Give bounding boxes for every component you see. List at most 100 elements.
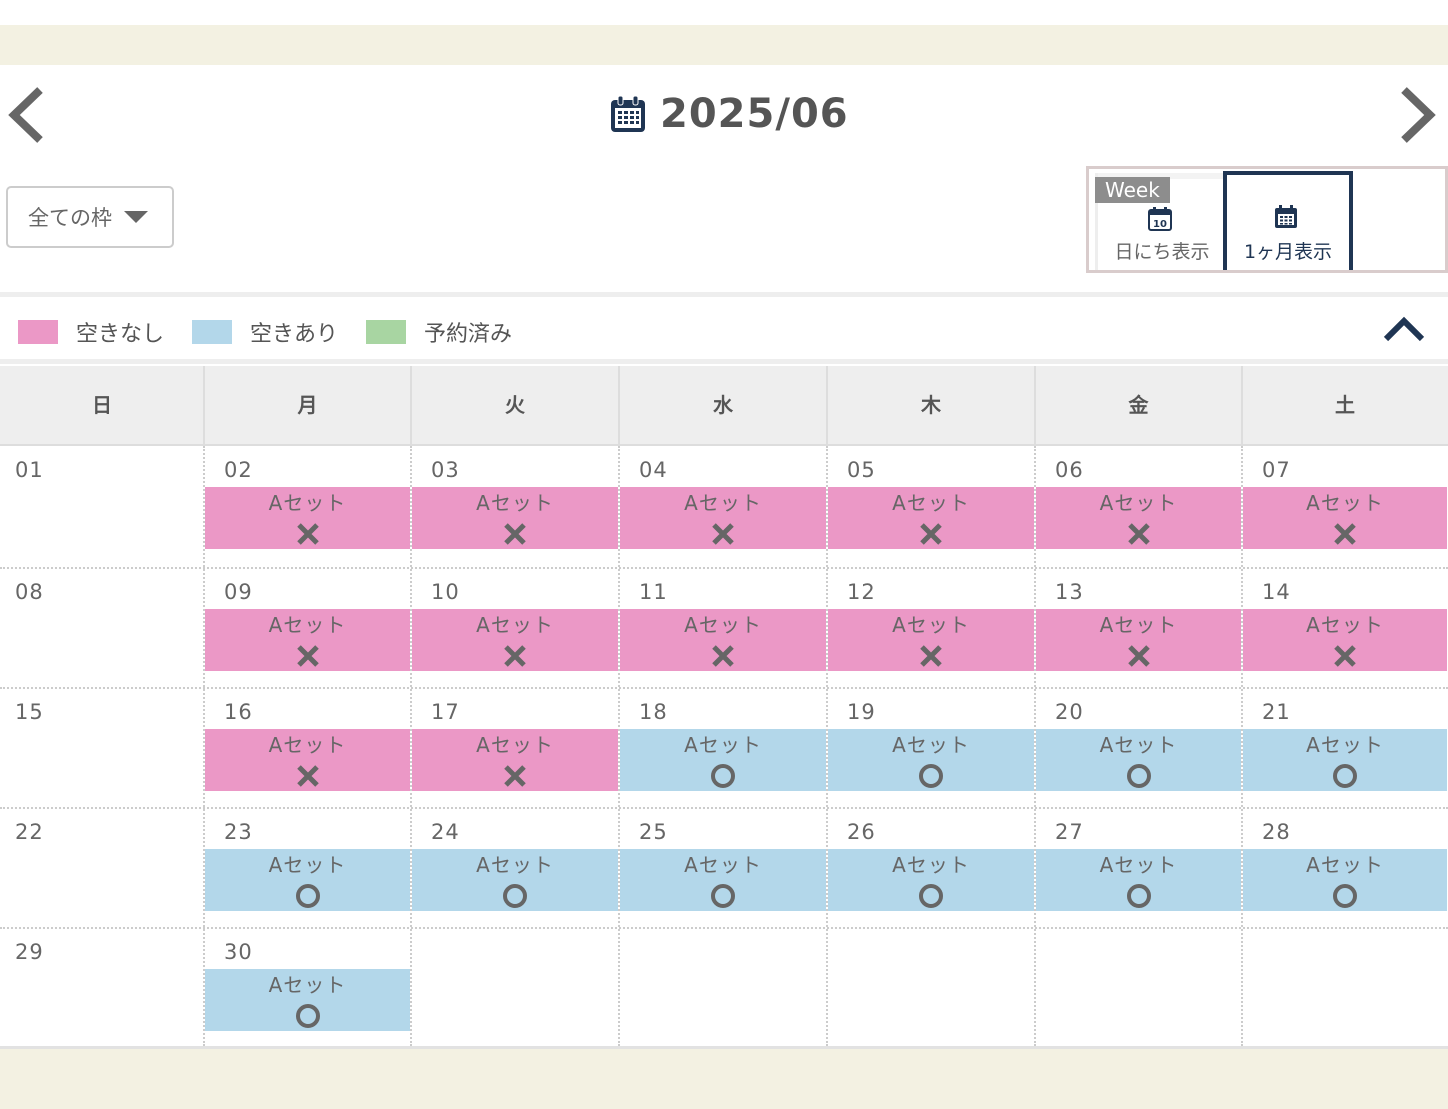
weekday-label: 火 xyxy=(505,393,525,417)
date-number: 04 xyxy=(639,458,668,482)
date-number: 26 xyxy=(847,820,876,844)
circle-icon xyxy=(1126,884,1151,908)
weekday-separator xyxy=(1034,366,1036,444)
cross-icon xyxy=(1127,645,1150,667)
slot-full[interactable]: Aセット xyxy=(412,729,618,791)
slot-open[interactable]: Aセット xyxy=(1243,849,1447,911)
calendar-icon xyxy=(611,95,645,132)
cross-icon xyxy=(712,645,734,667)
slot-name: Aセット xyxy=(1306,853,1384,877)
date-number: 13 xyxy=(1055,580,1084,604)
month-view-label: 1ヶ月表示 xyxy=(1243,241,1333,263)
frame-filter-dropdown[interactable]: 全ての枠 xyxy=(6,186,174,248)
slot-full[interactable]: Aセット xyxy=(620,487,826,549)
slot-name: Aセット xyxy=(892,733,970,757)
circle-icon xyxy=(919,764,943,788)
slot-name: Aセット xyxy=(892,491,970,515)
circle-icon xyxy=(295,1004,320,1028)
legend-collapse-button[interactable] xyxy=(1380,311,1428,345)
date-number: 06 xyxy=(1055,458,1084,482)
slot-full[interactable]: Aセット xyxy=(1243,609,1447,671)
slot-name: Aセット xyxy=(268,853,347,877)
slot-open[interactable]: Aセット xyxy=(412,849,618,911)
slot-open[interactable]: Aセット xyxy=(828,729,1034,791)
month-view-button[interactable]: 1ヶ月表示 xyxy=(1223,171,1353,270)
date-number: 21 xyxy=(1262,700,1291,724)
cross-icon xyxy=(1127,523,1150,545)
slot-open[interactable]: Aセット xyxy=(620,849,826,911)
day-view-button[interactable]: Week 10 日にち表示 xyxy=(1095,173,1223,270)
legend-swatch-open xyxy=(192,320,232,344)
slot-full[interactable]: Aセット xyxy=(828,487,1034,549)
slot-name: Aセット xyxy=(1306,491,1384,515)
legend-label-open: 空きあり xyxy=(250,322,339,347)
grid-column-divider xyxy=(618,446,620,1046)
slot-open[interactable]: Aセット xyxy=(1036,729,1241,791)
circle-icon xyxy=(711,764,735,788)
slot-open[interactable]: Aセット xyxy=(1243,729,1447,791)
weekday-separator xyxy=(826,366,828,444)
weekday-label: 土 xyxy=(1335,393,1355,417)
caret-down-icon xyxy=(124,211,148,223)
slot-full[interactable]: Aセット xyxy=(205,609,410,671)
slot-open[interactable]: Aセット xyxy=(620,729,826,791)
weekday-separator xyxy=(410,366,412,444)
slot-name: Aセット xyxy=(892,613,970,637)
view-switcher: Week 10 日にち表示 1ヶ月表示 xyxy=(1086,166,1448,273)
cross-icon xyxy=(504,765,526,787)
legend-swatch-full xyxy=(18,320,58,344)
slot-name: Aセット xyxy=(476,613,554,637)
slot-name: Aセット xyxy=(684,733,762,757)
slot-name: Aセット xyxy=(268,613,347,637)
slot-full[interactable]: Aセット xyxy=(620,609,826,671)
legend-label-full: 空きなし xyxy=(76,322,165,347)
weekday-separator xyxy=(203,366,205,444)
grid-column-divider xyxy=(1241,446,1243,1046)
cross-icon xyxy=(296,765,319,787)
date-number: 10 xyxy=(431,580,460,604)
date-number: 14 xyxy=(1262,580,1291,604)
slot-full[interactable]: Aセット xyxy=(1243,487,1447,549)
prev-month-button[interactable] xyxy=(6,86,46,144)
slot-name: Aセット xyxy=(684,613,762,637)
chevron-up-icon xyxy=(1383,316,1425,342)
grid-column-divider xyxy=(1034,446,1036,1046)
slot-open[interactable]: Aセット xyxy=(205,969,410,1031)
slot-full[interactable]: Aセット xyxy=(205,729,410,791)
chevron-left-icon xyxy=(8,87,43,143)
next-month-button[interactable] xyxy=(1398,86,1438,144)
calendar-day-icon: 10 xyxy=(1148,207,1172,231)
legend-item-full: 空きなし xyxy=(18,317,164,347)
date-number: 25 xyxy=(639,820,668,844)
slot-name: Aセット xyxy=(684,853,762,877)
top-band xyxy=(0,25,1448,65)
cross-icon xyxy=(920,523,942,545)
slot-name: Aセット xyxy=(268,491,347,515)
calendar-month-icon xyxy=(1275,205,1297,228)
slot-open[interactable]: Aセット xyxy=(1036,849,1241,911)
slot-full[interactable]: Aセット xyxy=(412,487,618,549)
grid-row-divider xyxy=(0,687,1448,689)
legend-swatch-booked xyxy=(366,320,406,344)
circle-icon xyxy=(1126,764,1151,788)
weekday-label: 金 xyxy=(1128,393,1149,417)
slot-full[interactable]: Aセット xyxy=(1036,487,1241,549)
cross-icon xyxy=(1334,645,1356,667)
date-number: 05 xyxy=(847,458,876,482)
date-number: 19 xyxy=(847,700,876,724)
slot-name: Aセット xyxy=(476,853,554,877)
date-number: 22 xyxy=(15,820,44,844)
slot-full[interactable]: Aセット xyxy=(828,609,1034,671)
slot-full[interactable]: Aセット xyxy=(205,487,410,549)
slot-open[interactable]: Aセット xyxy=(205,849,410,911)
cross-icon xyxy=(296,645,319,667)
slot-name: Aセット xyxy=(1099,733,1178,757)
slot-full[interactable]: Aセット xyxy=(412,609,618,671)
slot-open[interactable]: Aセット xyxy=(828,849,1034,911)
calendar-day-number: 10 xyxy=(1153,219,1167,230)
date-number: 17 xyxy=(431,700,460,724)
legend-label-booked: 予約済み xyxy=(424,322,513,347)
slot-full[interactable]: Aセット xyxy=(1036,609,1241,671)
cross-icon xyxy=(296,523,319,545)
weekday-separator xyxy=(1241,366,1243,444)
